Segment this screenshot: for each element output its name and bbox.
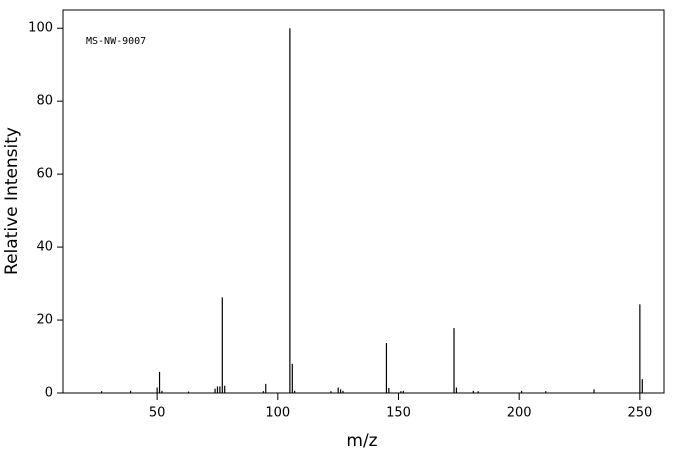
plot-frame bbox=[62, 9, 665, 394]
y-axis-label: Relative Intensity bbox=[2, 127, 22, 275]
x-tick-label: 250 bbox=[627, 406, 652, 421]
y-tick-label: 40 bbox=[36, 240, 53, 255]
x-tick-label: 50 bbox=[149, 406, 166, 421]
annotation: MS-NW-9007 bbox=[86, 36, 146, 47]
y-tick-label: 0 bbox=[45, 386, 53, 401]
y-tick-label: 60 bbox=[36, 167, 53, 182]
x-axis-label: m/z bbox=[346, 431, 377, 451]
y-tick-label: 20 bbox=[36, 313, 53, 328]
y-tick-label: 100 bbox=[28, 21, 53, 36]
x-tick-label: 100 bbox=[265, 406, 290, 421]
x-tick-label: 150 bbox=[386, 406, 411, 421]
y-tick-label: 80 bbox=[36, 94, 53, 109]
x-tick-label: 200 bbox=[507, 406, 532, 421]
